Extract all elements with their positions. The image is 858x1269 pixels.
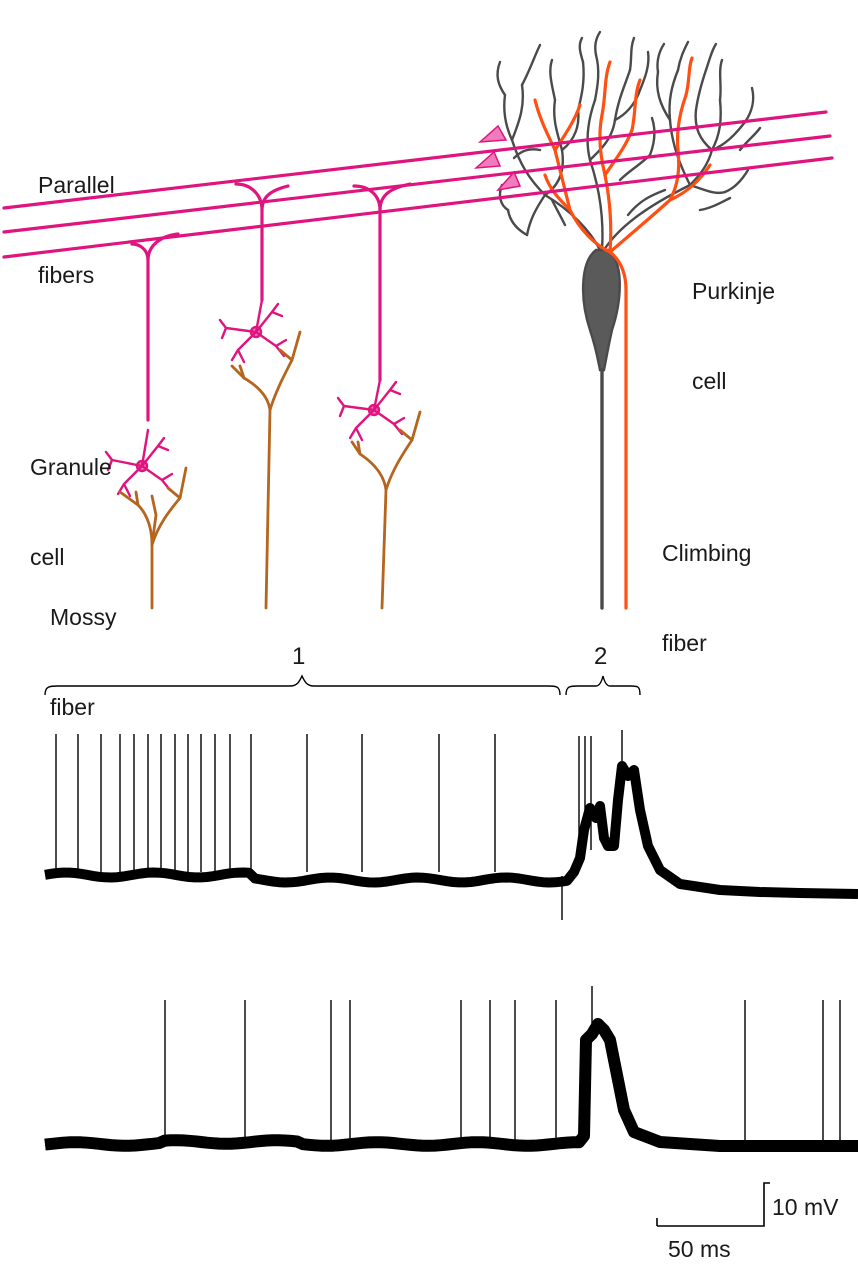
parallel-fibers-label-line-1: Parallel xyxy=(38,172,115,198)
parallel-fibers-label: Parallel fibers xyxy=(38,110,115,320)
bracket-2 xyxy=(565,675,641,696)
parallel-fiber-synapses xyxy=(473,124,522,192)
climbing-fiber-label-line-1: Climbing xyxy=(662,540,752,566)
granule-cell-label-line-1: Granule xyxy=(30,454,112,480)
purkinje-cell-label-line-1: Purkinje xyxy=(692,278,776,304)
climbing-fiber-label-line-2: fiber xyxy=(662,630,707,656)
trace-baseline xyxy=(44,1018,858,1152)
trace-baseline xyxy=(44,761,858,899)
scale-bar xyxy=(656,1182,770,1227)
granule-cell-label: Granule cell xyxy=(30,392,112,602)
segment-1-label: 1 xyxy=(292,643,306,670)
granule-cell-3 xyxy=(336,378,406,442)
segment-brackets xyxy=(44,674,641,696)
bracket-1 xyxy=(44,674,561,696)
mossy-fiber-label: Mossy fiber xyxy=(50,542,116,752)
granule-cell-2 xyxy=(218,298,288,364)
mossy-fiber-label-line-2: fiber xyxy=(50,694,95,720)
recording-trace-2 xyxy=(44,986,858,1152)
climbing-fiber-label: Climbing fiber xyxy=(662,478,751,688)
mossy-fiber-1 xyxy=(118,466,188,610)
parallel-fibers-label-line-2: fibers xyxy=(38,262,95,288)
parallel-fibers xyxy=(2,110,834,422)
purkinje-cell-label-line-2: cell xyxy=(692,368,727,394)
voltage-scale-label: 10 mV xyxy=(772,1194,839,1220)
mossy-fiber-3 xyxy=(350,410,422,610)
mossy-fiber-label-line-1: Mossy xyxy=(50,604,117,630)
segment-2-label: 2 xyxy=(594,643,608,670)
mossy-fiber-2 xyxy=(230,330,302,610)
recording-trace-1 xyxy=(44,730,858,920)
time-scale-label: 50 ms xyxy=(668,1236,731,1262)
granule-cell-1 xyxy=(104,428,174,498)
granule-cell-label-line-2: cell xyxy=(30,544,65,570)
purkinje-cell-label: Purkinje cell xyxy=(692,216,775,426)
